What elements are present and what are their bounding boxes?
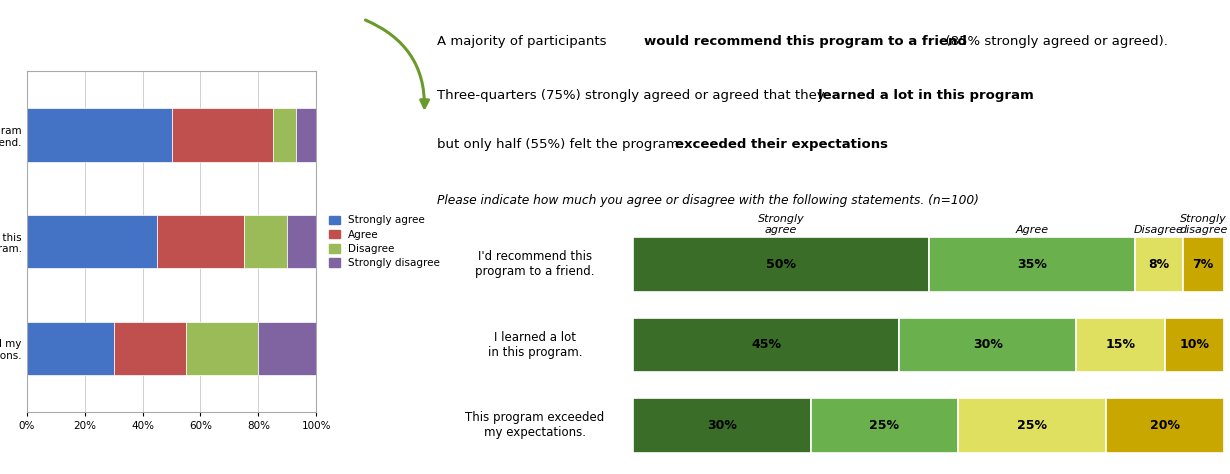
Legend: Strongly agree, Agree, Disagree, Strongly disagree: Strongly agree, Agree, Disagree, Strongl… — [327, 213, 442, 270]
Bar — [258, 322, 316, 375]
Text: Strongly
disagree: Strongly disagree — [1180, 213, 1228, 235]
Text: (85% strongly agreed or agreed).: (85% strongly agreed or agreed). — [936, 35, 1167, 48]
Bar — [27, 322, 113, 375]
Text: Agree: Agree — [1016, 225, 1048, 235]
Text: 35%: 35% — [1017, 258, 1047, 271]
Text: 7%: 7% — [1193, 258, 1214, 271]
Text: I'd recommend this
program to a friend.: I'd recommend this program to a friend. — [475, 250, 595, 278]
Bar — [186, 322, 258, 375]
Text: I learned a lot
in this program.: I learned a lot in this program. — [488, 331, 582, 359]
Text: Disagree: Disagree — [1134, 225, 1183, 235]
Bar — [27, 215, 157, 268]
Text: Please indicate how much you agree or disagree with the following statements. (n: Please indicate how much you agree or di… — [437, 194, 979, 207]
Text: Three-quarters (75%) strongly agreed or agreed that they: Three-quarters (75%) strongly agreed or … — [437, 89, 829, 101]
Text: 20%: 20% — [1150, 419, 1180, 432]
Bar — [273, 109, 296, 162]
Text: learned a lot in this program: learned a lot in this program — [818, 89, 1033, 101]
Text: 45%: 45% — [752, 338, 781, 351]
Bar — [27, 109, 172, 162]
Text: Strongly
agree: Strongly agree — [758, 213, 804, 235]
Bar — [113, 322, 186, 375]
Text: This program exceeded
my expectations.: This program exceeded my expectations. — [465, 411, 605, 439]
Text: exceeded their expectations: exceeded their expectations — [675, 138, 888, 151]
Text: 10%: 10% — [1180, 338, 1209, 351]
Text: 30%: 30% — [973, 338, 1002, 351]
Text: 30%: 30% — [707, 419, 737, 432]
Text: 25%: 25% — [1017, 419, 1047, 432]
Text: 8%: 8% — [1149, 258, 1170, 271]
Text: 25%: 25% — [870, 419, 899, 432]
Bar — [172, 109, 273, 162]
Bar — [296, 109, 316, 162]
Text: 15%: 15% — [1106, 338, 1135, 351]
Text: ,: , — [999, 89, 1004, 101]
Bar — [157, 215, 244, 268]
Text: but only half (55%) felt the program: but only half (55%) felt the program — [437, 138, 683, 151]
Text: would recommend this program to a friend: would recommend this program to a friend — [643, 35, 967, 48]
Text: A majority of participants: A majority of participants — [437, 35, 610, 48]
Bar — [288, 215, 316, 268]
Text: .: . — [841, 138, 845, 151]
Text: 50%: 50% — [766, 258, 796, 271]
Bar — [244, 215, 288, 268]
